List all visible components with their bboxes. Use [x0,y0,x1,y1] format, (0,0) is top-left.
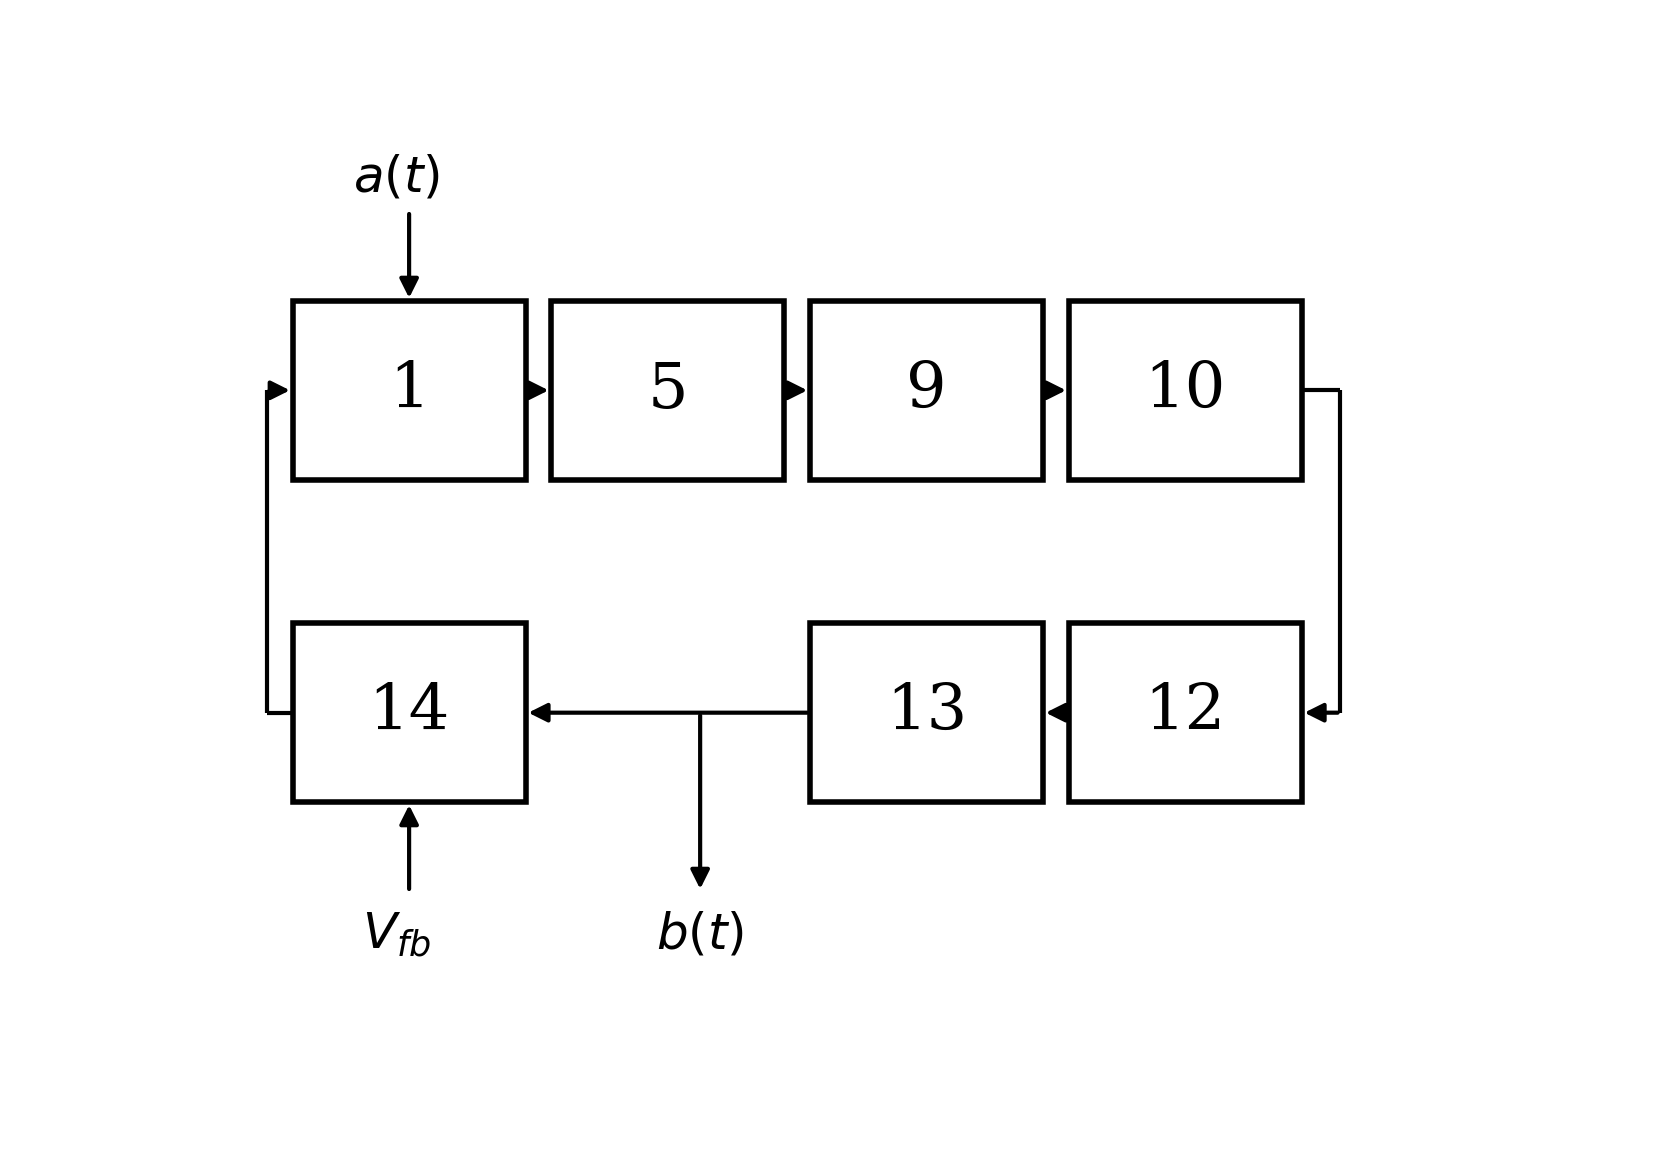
Bar [809,301,1043,480]
Bar [1068,301,1302,480]
Text: $b(t)$: $b(t)$ [656,909,744,959]
Text: 14: 14 [369,683,451,743]
Text: 12: 12 [1145,683,1225,743]
Text: 10: 10 [1145,359,1227,421]
Bar [292,301,526,480]
Bar [292,623,526,802]
Bar [551,301,784,480]
Text: 13: 13 [886,683,966,743]
Bar [809,623,1043,802]
Text: $V_{fb}$: $V_{fb}$ [362,909,431,959]
Text: 9: 9 [906,359,946,421]
Text: 5: 5 [648,359,688,421]
Text: 1: 1 [389,359,429,421]
Text: $a(t)$: $a(t)$ [352,152,439,202]
Bar [1068,623,1302,802]
